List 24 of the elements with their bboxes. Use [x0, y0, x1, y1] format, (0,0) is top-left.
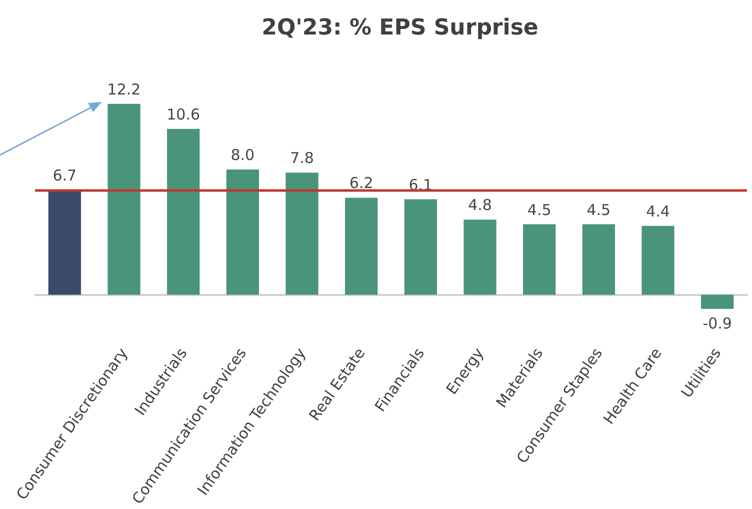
data-label: 4.5	[527, 200, 552, 219]
bar	[226, 170, 259, 295]
data-label: 6.7	[52, 166, 77, 184]
bar	[108, 104, 140, 295]
bar	[404, 199, 437, 295]
bar	[523, 224, 556, 295]
bar	[48, 190, 81, 295]
data-label: 4.8	[468, 196, 492, 214]
data-label: 8.0	[230, 146, 255, 164]
data-label: 6.2	[349, 174, 374, 192]
chart-title: 2Q'23: % EPS Surprise	[262, 16, 538, 40]
bar	[345, 198, 378, 295]
data-label: 10.6	[166, 105, 200, 124]
data-label: 7.8	[290, 149, 314, 168]
data-label: 4.5	[586, 200, 611, 219]
data-label: 4.4	[646, 202, 670, 220]
bar	[167, 128, 200, 295]
bar	[286, 172, 318, 295]
bar	[582, 224, 615, 295]
bar	[464, 220, 496, 295]
data-label: -0.9	[702, 314, 732, 332]
bar	[701, 294, 734, 309]
bar	[642, 226, 674, 295]
data-label: 12.2	[107, 80, 141, 98]
